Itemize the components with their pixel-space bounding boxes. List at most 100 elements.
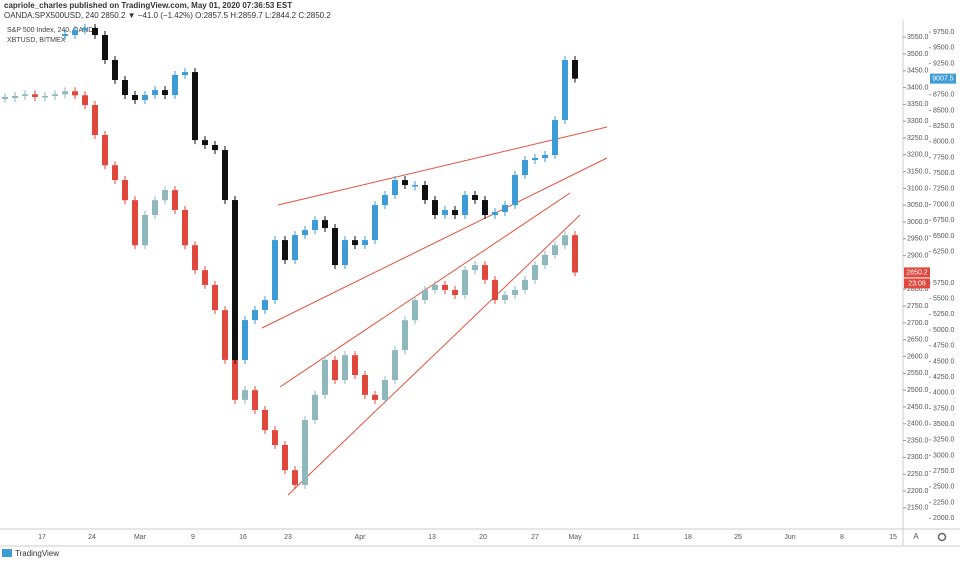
x-tick-label: 16 (239, 534, 247, 541)
auto-scale-button[interactable]: A (913, 532, 919, 541)
y2-tick-label: 4750.0 (933, 343, 955, 350)
candle (382, 380, 388, 400)
candle (92, 28, 98, 36)
price-label: 2850.2 (906, 269, 928, 276)
y-tick-label: 3350.0 (907, 101, 929, 108)
candle (532, 265, 538, 280)
candle (332, 359, 338, 381)
y2-tick-label: 8500.0 (933, 107, 955, 114)
candle (52, 94, 58, 96)
candle (282, 444, 288, 471)
candle (372, 394, 378, 400)
x-tick-label: 18 (684, 534, 692, 541)
y-tick-label: 2750.0 (907, 303, 929, 310)
candle (502, 295, 508, 301)
candle (232, 359, 238, 400)
candle (232, 200, 238, 361)
candle (462, 195, 468, 216)
y2-tick-label: 6750.0 (933, 217, 955, 224)
candle (452, 289, 458, 296)
candle (102, 134, 108, 166)
candle (392, 350, 398, 381)
candle (352, 355, 358, 376)
price-label-box (930, 73, 956, 84)
x-tick-label: 27 (531, 534, 539, 541)
candle (412, 300, 418, 321)
y2-tick-label: 5000.0 (933, 327, 955, 334)
candle (32, 94, 38, 97)
y-tick-label: 3050.0 (907, 202, 929, 209)
y-tick-label: 2200.0 (907, 488, 929, 495)
y-tick-label: 3500.0 (907, 51, 929, 58)
settings-icon[interactable] (937, 532, 947, 542)
candle (402, 180, 408, 186)
candle (322, 359, 328, 395)
y-tick-label: 3300.0 (907, 118, 929, 125)
y2-tick-label: 9500.0 (933, 45, 955, 52)
y2-tick-label: 7000.0 (933, 201, 955, 208)
trend-line (261, 157, 608, 329)
x-tick-label: May (568, 534, 582, 541)
candle (432, 284, 438, 290)
y-tick-label: 3150.0 (907, 168, 929, 175)
candle (562, 235, 568, 246)
y-tick-label: 2500.0 (907, 387, 929, 394)
candle (362, 240, 368, 246)
candle (222, 150, 228, 201)
countdown: 23:08 (908, 280, 926, 287)
candle (12, 95, 18, 98)
y2-tick-label: 8750.0 (933, 92, 955, 99)
candle (112, 165, 118, 181)
candle (502, 205, 508, 213)
x-tick-label: 17 (38, 534, 46, 541)
y2-tick-label: 6250.0 (933, 248, 955, 255)
candle (552, 120, 558, 156)
y2-tick-label: 7500.0 (933, 170, 955, 177)
x-tick-label: 25 (734, 534, 742, 541)
candle (442, 284, 448, 290)
legend-entry: S&P 500 Index, 240, OANDA (7, 27, 98, 34)
candle (482, 265, 488, 280)
candle (2, 96, 8, 99)
y2-tick-label: 2500.0 (933, 484, 955, 491)
y-tick-label: 2150.0 (907, 505, 929, 512)
x-tick-label: 9 (191, 534, 195, 541)
candle (112, 60, 118, 81)
y2-tick-label: 4250.0 (933, 374, 955, 381)
candle (412, 185, 418, 187)
candle (542, 254, 548, 266)
y-tick-label: 2700.0 (907, 320, 929, 327)
y-tick-label: 3550.0 (907, 34, 929, 41)
x-tick-label: 8 (840, 534, 844, 541)
y2-tick-label: 3500.0 (933, 421, 955, 428)
candle (252, 310, 258, 321)
candle (212, 145, 218, 151)
candle (442, 210, 448, 216)
candle (312, 394, 318, 421)
candle (342, 240, 348, 266)
y-tick-label: 3250.0 (907, 135, 929, 142)
candle (302, 420, 308, 485)
candle (72, 30, 78, 36)
candle (162, 90, 168, 96)
candle (432, 200, 438, 216)
x-tick-label: 15 (889, 534, 897, 541)
x-tick-label: 13 (428, 534, 436, 541)
candle (102, 35, 108, 61)
y2-tick-label: 3250.0 (933, 437, 955, 444)
trend-line (287, 214, 581, 496)
candle (202, 270, 208, 285)
footer-brand: TradingView (15, 549, 59, 558)
candle (302, 230, 308, 236)
candle (422, 289, 428, 301)
x-tick-label: Apr (355, 534, 367, 541)
candle (422, 185, 428, 201)
y-tick-label: 2650.0 (907, 337, 929, 344)
y2-tick-label: 7250.0 (933, 186, 955, 193)
y-tick-label: 2350.0 (907, 437, 929, 444)
y2-tick-label: 4000.0 (933, 390, 955, 397)
symbol-line: OANDA:SPX500USD, 240 2850.2 ▼ −41.0 (−1.… (4, 11, 331, 20)
y-tick-label: 2450.0 (907, 404, 929, 411)
candle (342, 355, 348, 381)
